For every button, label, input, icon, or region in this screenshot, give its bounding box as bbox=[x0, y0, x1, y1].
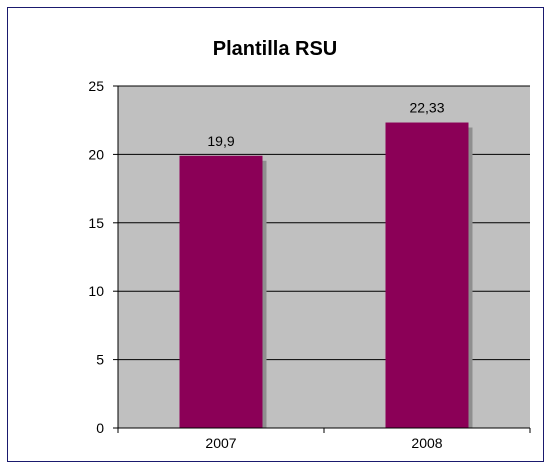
bar bbox=[385, 122, 469, 428]
y-tick-label: 10 bbox=[88, 283, 104, 299]
y-tick-label: 5 bbox=[96, 352, 104, 368]
x-tick-label: 2007 bbox=[205, 435, 236, 451]
data-label: 22,33 bbox=[409, 100, 444, 116]
x-tick-label: 2008 bbox=[411, 435, 442, 451]
y-tick-label: 20 bbox=[88, 146, 104, 162]
bar bbox=[179, 155, 263, 428]
chart-title: Plantilla RSU bbox=[213, 38, 337, 60]
data-label: 19,9 bbox=[207, 133, 234, 149]
y-tick-label: 0 bbox=[96, 420, 104, 436]
y-tick-label: 15 bbox=[88, 215, 104, 231]
y-tick-label: 25 bbox=[88, 78, 104, 94]
